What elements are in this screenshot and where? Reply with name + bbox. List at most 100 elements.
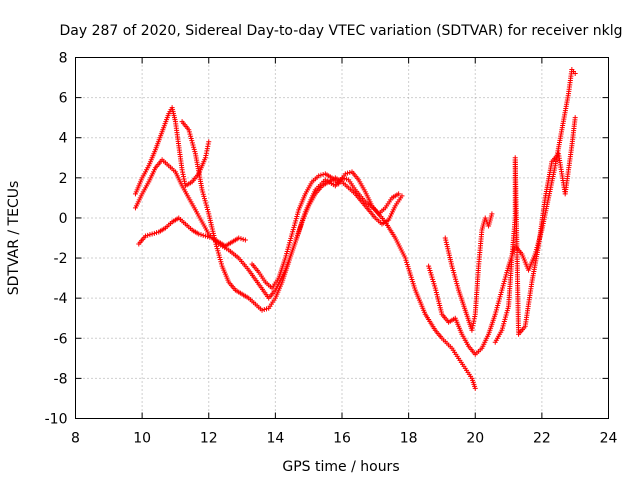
x-tick-label: 16 [333,431,351,447]
data-point [396,191,402,197]
x-tick-label: 14 [266,431,284,447]
series-track-4 [179,119,405,313]
data-point [433,287,439,293]
data-point [472,385,478,391]
data-point [318,172,324,178]
data-point [214,246,220,252]
data-point [505,305,511,311]
data-point [191,144,197,150]
y-tick-label: -10 [45,412,68,428]
x-tick-label: 24 [600,431,618,447]
data-point [495,302,501,308]
data-point [202,198,208,204]
data-point [503,312,509,318]
series-track-6 [426,67,578,357]
data-point [316,173,322,179]
data-point [142,233,148,239]
y-tick-label: 6 [59,91,68,107]
data-point [500,285,506,291]
data-point [501,319,507,325]
data-point [290,229,296,235]
data-point [501,278,507,284]
data-point [572,71,578,77]
data-point [427,267,433,273]
data-point [453,278,459,284]
data-point [284,248,290,254]
data-point [191,146,197,152]
data-point [283,253,289,259]
data-point [453,276,459,282]
y-tick-label: 4 [59,131,68,147]
data-point [436,300,442,306]
data-point [499,287,505,293]
data-point [454,283,460,289]
data-point [218,261,224,267]
data-point [202,233,208,239]
data-point [438,307,444,313]
data-point [505,265,511,271]
data-point [449,263,455,269]
data-point [504,308,510,314]
data-point [450,267,456,273]
data-point [434,294,440,300]
data-point [188,135,194,141]
y-axis-title: SDTVAR / TECUs [6,181,22,296]
data-point [438,309,444,315]
data-point [500,323,506,329]
grid [75,57,609,419]
data-point [432,283,438,289]
data-point [345,170,351,176]
x-axis-title: GPS time / hours [282,459,399,475]
data-point [261,307,267,313]
data-point [259,307,265,313]
y-tick-label: 2 [59,171,68,187]
data-point [429,274,435,280]
data-point [433,289,439,295]
x-tick-label: 22 [533,431,551,447]
data-point [242,237,248,243]
data-point [426,263,432,269]
data-point [294,211,300,217]
data-point [342,171,348,177]
data-point [286,242,292,248]
data-point [238,236,244,242]
data-point [454,281,460,287]
data-point [154,230,160,236]
series-track-1 [132,105,212,197]
data-point [428,272,434,278]
y-tick-label: 8 [59,51,68,67]
chart-title: Day 287 of 2020, Sidereal Day-to-day VTE… [60,23,623,39]
data-point [216,252,222,258]
data-points [132,67,578,391]
data-point [437,303,443,309]
data-point [504,270,510,276]
data-point [203,200,209,206]
data-point [432,285,438,291]
y-tick-label: -2 [54,251,68,267]
data-point [198,232,204,238]
data-point [504,310,510,316]
series-track-7 [442,211,495,333]
y-tick-label: -4 [54,291,68,307]
data-point [200,191,206,197]
data-point [189,140,195,146]
data-point [436,298,442,304]
data-point [217,254,223,260]
data-point [572,115,578,121]
data-point [492,311,498,317]
data-point [496,296,502,302]
y-tick-label: -8 [54,371,68,387]
data-point [347,169,353,175]
data-point [288,235,294,241]
y-tick-label: 0 [59,211,68,227]
series-track-5 [249,169,402,291]
data-point [207,234,213,240]
data-point [206,139,212,145]
data-point [437,305,443,311]
data-point [213,241,219,247]
data-point [503,272,509,278]
data-point [285,244,291,250]
data-point [282,255,288,261]
data-point [493,307,499,313]
